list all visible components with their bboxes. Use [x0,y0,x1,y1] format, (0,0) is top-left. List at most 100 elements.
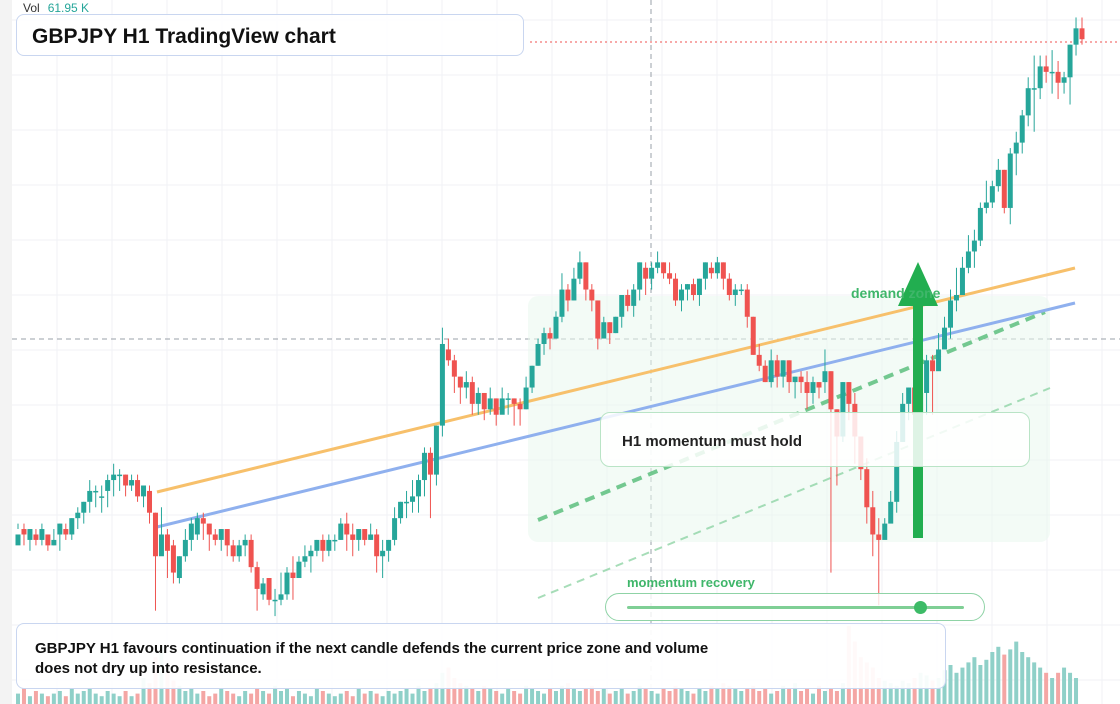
candle [152,512,158,557]
candle [798,376,804,383]
candle [451,360,457,377]
candle [200,518,206,524]
candle [433,425,439,475]
volume-bar [697,688,702,704]
candle [314,539,320,551]
volume-bar [99,696,104,704]
candle [601,322,607,339]
momentum-knob[interactable] [913,601,927,614]
volume-bar [619,688,624,704]
page-title: GBPJPY H1 TradingView chart [32,25,336,48]
candle [93,490,99,493]
candle [344,523,350,535]
candle [206,523,212,535]
volume-bar [643,688,648,704]
candle [989,186,995,203]
candle [445,349,451,361]
volume-bar [1008,649,1013,704]
candle [607,322,613,334]
volume-bar [679,688,684,704]
candle [959,267,965,296]
volume-bar [751,685,756,704]
volume-bar [727,685,732,704]
candle [774,360,780,377]
candle [673,278,679,301]
volume-bar [237,696,242,704]
candle [828,371,834,410]
momentum-callout: H1 momentum must hold [600,412,1030,467]
candle [188,523,194,540]
volume-bar [332,696,337,704]
volume-bar [816,685,821,704]
volume-bar [356,688,361,704]
volume-bar [799,691,804,704]
volume-bar [882,680,887,704]
volume-bar [978,665,983,704]
volume-bar [296,691,301,704]
volume-bar [577,691,582,704]
momentum-label: momentum recovery [627,575,755,590]
candle [410,496,416,502]
volume-label: Vol [23,1,40,15]
candle [930,360,936,372]
candle [529,365,535,388]
volume-bar [565,683,570,704]
candle [625,295,631,306]
candle [254,567,260,589]
volume-bar [207,696,212,704]
volume-bar [129,696,134,704]
candle [123,474,129,486]
candle [535,343,541,366]
volume-bar [1074,678,1079,704]
callout-text: H1 momentum must hold [622,433,803,450]
volume-bar [195,693,200,704]
candle [117,474,123,477]
volume-bar [63,696,68,704]
momentum-track [627,606,964,609]
candle [147,490,153,513]
candle [1043,66,1049,72]
candle [953,295,959,301]
candle [1025,88,1031,116]
volume-bar [583,688,588,704]
candle [194,518,200,535]
candle [63,529,69,535]
candle [326,539,332,551]
candle [924,360,930,393]
volume-bar [464,685,469,704]
volume-bar [243,691,248,704]
candle [750,316,756,355]
candle [756,354,762,366]
volume-bar [757,691,762,704]
volume-bar [171,680,176,704]
candle [786,360,792,383]
volume-bar [458,683,463,704]
volume-bar [811,693,816,704]
candle [111,474,117,481]
volume-bar [320,691,325,704]
volume-bar [589,685,594,704]
volume-bar [302,693,307,704]
volume-bar [876,678,881,704]
volume-bar [225,691,230,704]
volume-bar [392,693,397,704]
volume-bar [1020,652,1025,704]
volume-bar [1062,667,1067,704]
candle [218,529,224,540]
candle [571,278,577,301]
price-scale-strip [0,0,12,704]
candle [278,594,284,600]
volume-bar [284,688,289,704]
volume-bar [1068,672,1073,704]
momentum-slider[interactable] [605,593,985,621]
volume-bar [398,691,403,704]
candle [643,267,649,279]
volume-bar [655,693,660,704]
volume-bar [362,693,367,704]
analysis-note: GBPJPY H1 favours continuation if the ne… [35,640,709,677]
candle [1067,44,1073,78]
volume-bar [57,691,62,704]
volume-bar [673,685,678,704]
volume-bar [350,696,355,704]
candle [762,365,768,383]
